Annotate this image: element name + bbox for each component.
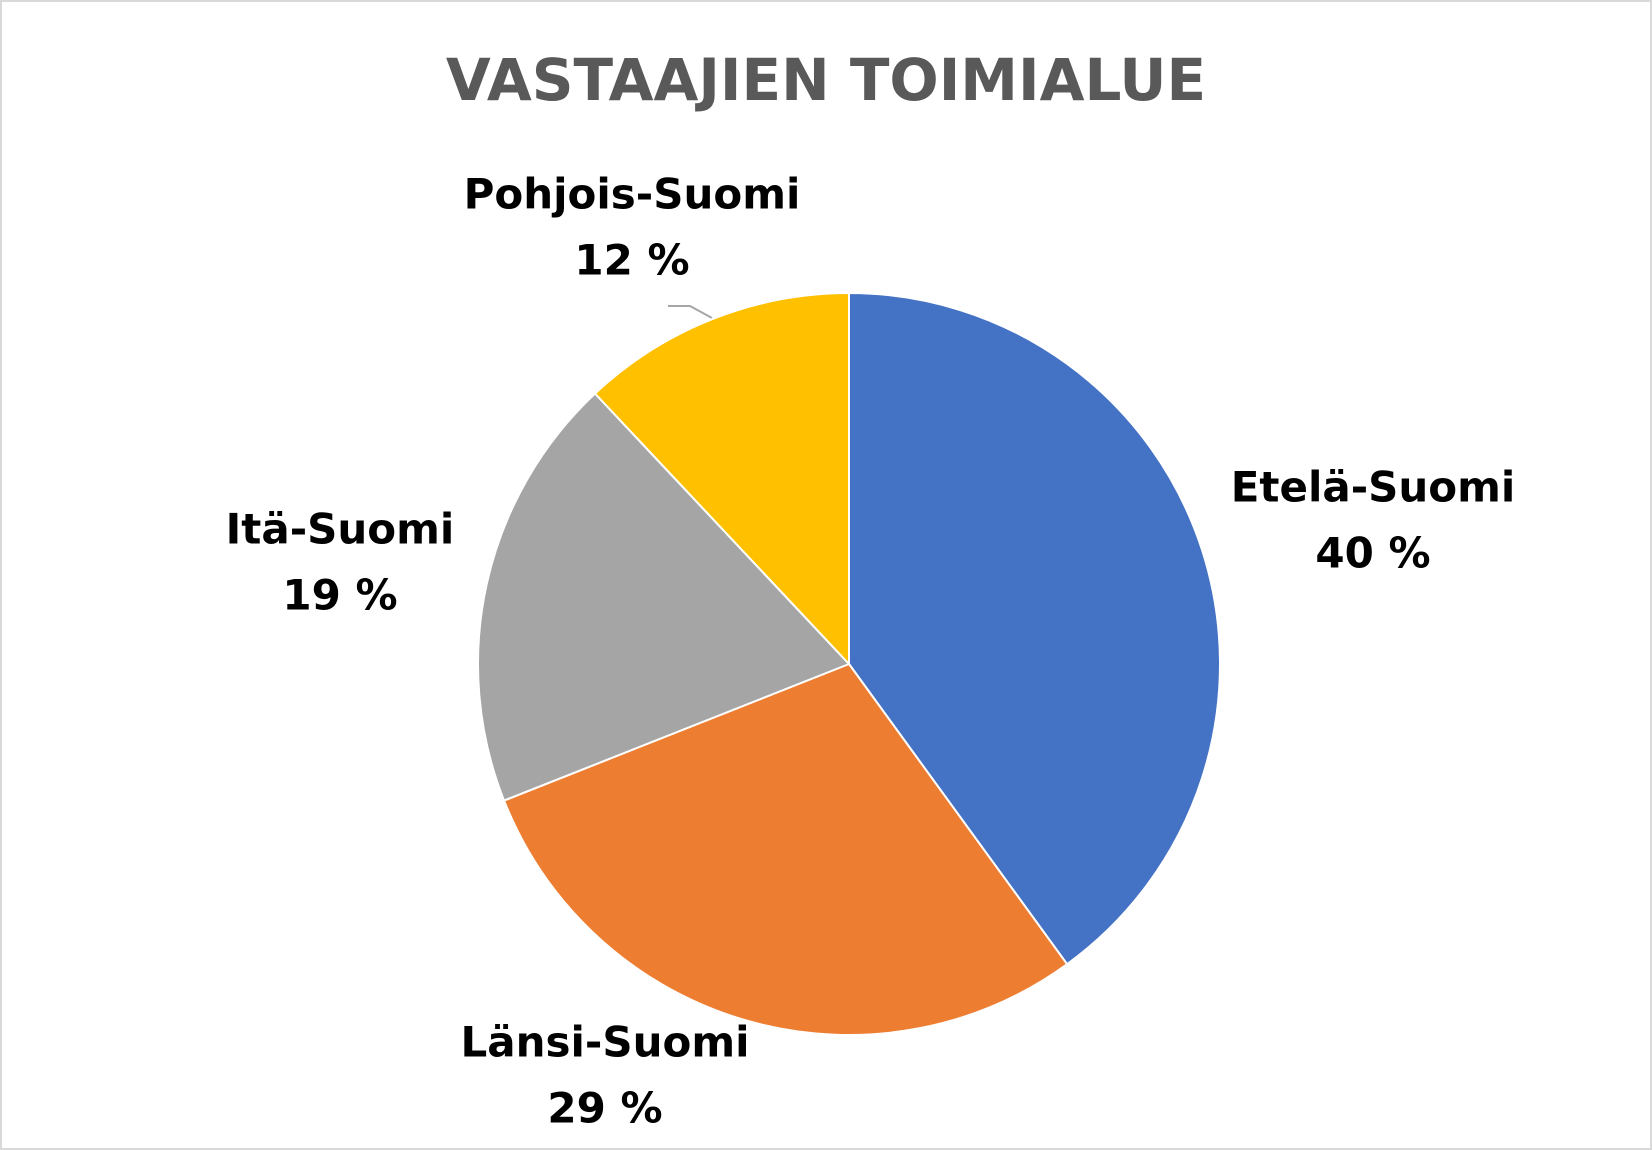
category-label: Länsi-Suomi [461, 1018, 750, 1067]
value-label: 19 % [282, 571, 397, 620]
category-label: Etelä-Suomi [1231, 463, 1516, 512]
category-label: Itä-Suomi [226, 505, 455, 554]
chart-title: VASTAAJIEN TOIMIALUE [446, 46, 1206, 114]
pie-slice [848, 291, 1221, 966]
leader-line [668, 305, 713, 319]
value-label: 12 % [574, 236, 689, 285]
pie-slice [477, 392, 851, 802]
value-label: 29 % [547, 1084, 662, 1133]
value-label: 40 % [1315, 529, 1430, 578]
category-label: Pohjois-Suomi [464, 170, 801, 219]
pie-slice [502, 662, 1069, 1036]
pie-slice [593, 291, 850, 667]
